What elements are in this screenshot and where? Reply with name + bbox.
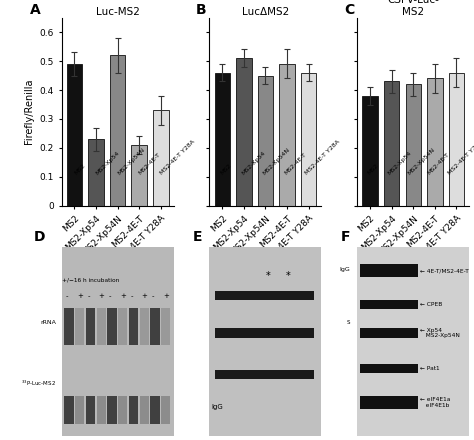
- FancyBboxPatch shape: [357, 247, 469, 436]
- Text: B: B: [196, 3, 207, 17]
- Text: -: -: [109, 293, 111, 299]
- Text: C: C: [344, 3, 354, 17]
- FancyBboxPatch shape: [118, 308, 128, 345]
- Text: D: D: [34, 230, 45, 244]
- Text: +: +: [98, 293, 104, 299]
- Text: S: S: [347, 320, 351, 325]
- Bar: [153, 110, 169, 206]
- FancyBboxPatch shape: [108, 396, 117, 424]
- Text: -: -: [131, 293, 133, 299]
- Bar: [362, 96, 378, 206]
- Text: ← 4E-T/MS2-4E-T: ← 4E-T/MS2-4E-T: [420, 268, 469, 273]
- Bar: [258, 76, 273, 206]
- Text: +: +: [141, 293, 147, 299]
- FancyBboxPatch shape: [75, 308, 84, 345]
- FancyBboxPatch shape: [150, 308, 160, 345]
- Text: +: +: [77, 293, 83, 299]
- Text: ← CPEB: ← CPEB: [420, 302, 442, 307]
- FancyBboxPatch shape: [161, 396, 170, 424]
- Text: MS2-4E-T Y28A: MS2-4E-T Y28A: [159, 139, 196, 176]
- Text: F: F: [340, 230, 350, 244]
- Text: MS2-4E-T Y28A: MS2-4E-T Y28A: [447, 139, 474, 176]
- Bar: [427, 78, 443, 206]
- Text: -: -: [88, 293, 90, 299]
- Text: -: -: [66, 293, 69, 299]
- Text: MS2-Xp54N: MS2-Xp54N: [262, 147, 291, 176]
- Bar: [236, 58, 252, 206]
- FancyBboxPatch shape: [97, 308, 106, 345]
- FancyBboxPatch shape: [359, 300, 418, 309]
- FancyBboxPatch shape: [97, 396, 106, 424]
- Text: IgG: IgG: [212, 404, 223, 410]
- FancyBboxPatch shape: [108, 308, 117, 345]
- FancyBboxPatch shape: [359, 328, 418, 337]
- Text: MS2-Xp54: MS2-Xp54: [386, 150, 412, 176]
- Bar: [279, 64, 295, 206]
- Y-axis label: Firefly/Renilla: Firefly/Renilla: [24, 79, 34, 144]
- Text: MS2-4E-T: MS2-4E-T: [427, 152, 451, 176]
- Bar: [110, 55, 126, 206]
- Bar: [215, 73, 230, 206]
- Text: +/−16 h incubation: +/−16 h incubation: [62, 277, 119, 282]
- Title: LucΔMS2: LucΔMS2: [242, 7, 289, 17]
- Text: MS2-4E-T: MS2-4E-T: [283, 152, 307, 176]
- FancyBboxPatch shape: [150, 396, 160, 424]
- FancyBboxPatch shape: [215, 290, 314, 300]
- Text: ← eIF4E1a
   eIF4E1b: ← eIF4E1a eIF4E1b: [420, 397, 450, 408]
- Text: +: +: [120, 293, 126, 299]
- Text: A: A: [30, 3, 41, 17]
- Bar: [301, 73, 316, 206]
- FancyBboxPatch shape: [86, 396, 95, 424]
- Text: IgG: IgG: [340, 268, 351, 272]
- Bar: [67, 64, 82, 206]
- Text: ← Xp54
   MS2-Xp54N: ← Xp54 MS2-Xp54N: [420, 328, 460, 338]
- FancyBboxPatch shape: [129, 308, 138, 345]
- FancyBboxPatch shape: [140, 396, 149, 424]
- Text: MS2: MS2: [74, 163, 87, 176]
- Bar: [384, 81, 400, 206]
- Title: Luc-MS2: Luc-MS2: [96, 7, 139, 17]
- Text: E: E: [192, 230, 202, 244]
- Text: *: *: [265, 271, 270, 281]
- Title: CSFV-Luc-
MS2: CSFV-Luc- MS2: [387, 0, 439, 17]
- Text: MS2-Xp54N: MS2-Xp54N: [117, 147, 146, 176]
- Text: MS2-Xp54: MS2-Xp54: [95, 150, 121, 176]
- Text: +: +: [163, 293, 169, 299]
- FancyBboxPatch shape: [129, 396, 138, 424]
- FancyBboxPatch shape: [359, 396, 418, 409]
- FancyBboxPatch shape: [75, 396, 84, 424]
- FancyBboxPatch shape: [64, 308, 73, 345]
- Text: -: -: [152, 293, 155, 299]
- FancyBboxPatch shape: [118, 396, 128, 424]
- FancyBboxPatch shape: [210, 247, 321, 436]
- FancyBboxPatch shape: [359, 364, 418, 374]
- Bar: [405, 84, 421, 206]
- Text: ← Pat1: ← Pat1: [420, 366, 439, 371]
- Text: rRNA: rRNA: [40, 320, 56, 325]
- Text: MS2: MS2: [366, 163, 379, 176]
- FancyBboxPatch shape: [215, 370, 314, 379]
- FancyBboxPatch shape: [161, 308, 170, 345]
- Bar: [448, 73, 464, 206]
- FancyBboxPatch shape: [86, 308, 95, 345]
- Bar: [88, 139, 104, 206]
- Text: *: *: [286, 271, 291, 281]
- Text: $^{33}$P-Luc-MS2: $^{33}$P-Luc-MS2: [21, 378, 56, 388]
- Text: MS2-4E-T: MS2-4E-T: [138, 152, 162, 176]
- FancyBboxPatch shape: [140, 308, 149, 345]
- FancyBboxPatch shape: [359, 264, 418, 278]
- Text: MS2-Xp54N: MS2-Xp54N: [407, 147, 436, 176]
- FancyBboxPatch shape: [62, 247, 173, 436]
- Text: MS2: MS2: [219, 163, 232, 176]
- Text: MS2-4E-T Y28A: MS2-4E-T Y28A: [305, 139, 341, 176]
- Text: MS2-Xp54: MS2-Xp54: [241, 150, 266, 176]
- Bar: [131, 145, 147, 206]
- FancyBboxPatch shape: [215, 328, 314, 337]
- FancyBboxPatch shape: [64, 396, 73, 424]
